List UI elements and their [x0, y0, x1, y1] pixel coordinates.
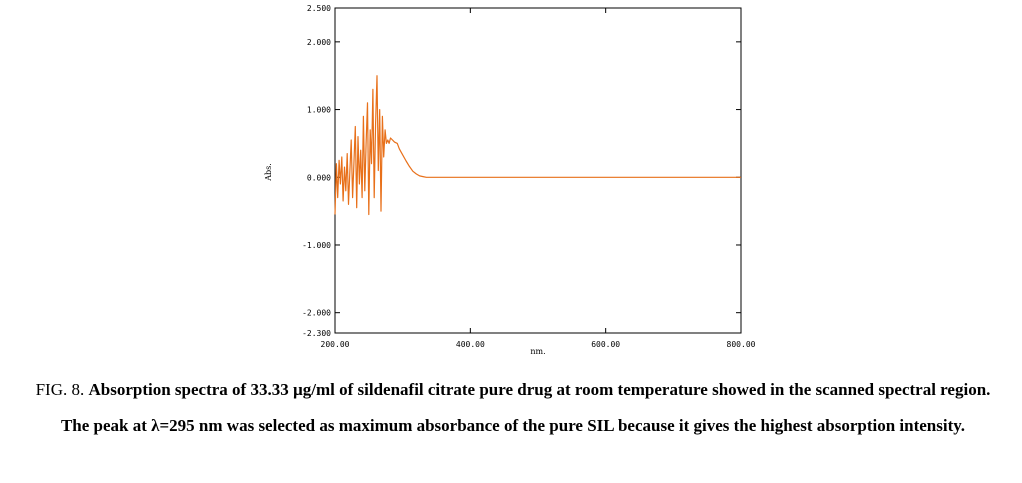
figure-caption: FIG. 8. Absorption spectra of 33.33 µg/m…	[28, 372, 998, 444]
y-tick-label: 0.000	[307, 173, 331, 182]
x-tick-label: 600.00	[591, 340, 620, 349]
x-tick-label: 800.00	[727, 340, 756, 349]
x-axis-label: nm.	[530, 347, 545, 356]
absorption-spectrum-chart: 2.500 2.000 1.000 0.000 -1.000 -2.000 -2.300 2…	[264, 4, 756, 356]
y-tick-label: -1.000	[302, 241, 331, 250]
x-tick-label: 400.00	[456, 340, 485, 349]
y-tick-label: 2.000	[307, 38, 331, 47]
y-tick-label: 1.000	[307, 106, 331, 115]
x-tick-label: 200.00	[321, 340, 350, 349]
y-axis-label: Abs.	[264, 163, 273, 182]
y-tick-label: 2.500	[307, 4, 331, 13]
caption-text: Absorption spectra of 33.33 µg/ml of sil…	[60, 380, 991, 435]
absorbance-series-line	[334, 75, 741, 216]
y-tick-label: -2.300	[302, 329, 331, 338]
y-tick-labels: 2.500 2.000 1.000 0.000 -1.000 -2.000 -2.300	[302, 4, 331, 338]
y-tick-label: -2.000	[302, 309, 331, 318]
series-layer	[334, 75, 741, 216]
x-tick-labels: 200.00 400.00 600.00 800.00	[321, 340, 756, 349]
axis-ticks	[334, 7, 742, 334]
caption-prefix: FIG. 8.	[35, 380, 89, 399]
plot-frame	[334, 7, 742, 334]
